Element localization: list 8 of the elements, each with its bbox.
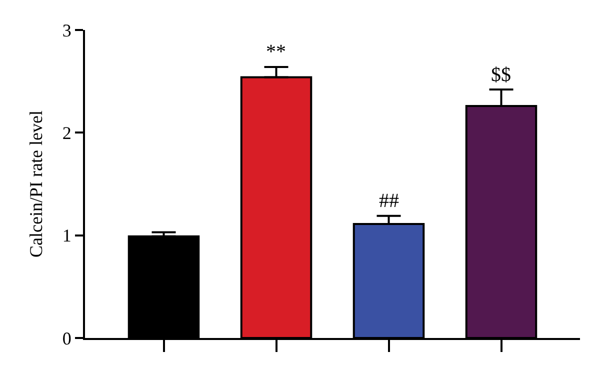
y-axis-title: Calcein/PI rate level	[26, 110, 46, 258]
y-tick-label: 0	[62, 328, 72, 348]
annotation: **	[266, 41, 286, 63]
y-tick-label: 1	[62, 226, 72, 246]
y-tick-label: 2	[62, 122, 72, 143]
y-tick-label: 3	[62, 20, 72, 40]
annotation: ##	[379, 190, 399, 212]
annotation: $$	[491, 64, 511, 86]
